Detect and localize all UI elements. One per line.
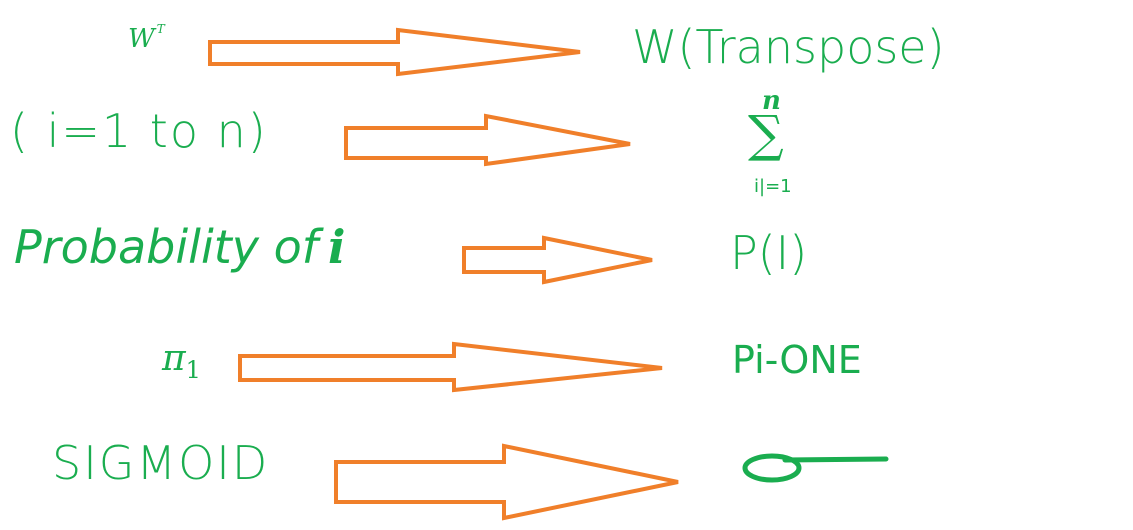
summation-upper-limit: n (762, 86, 781, 116)
summation-lower-limit: i|=1 (754, 176, 792, 197)
sigma-icon: ∑ (748, 105, 784, 163)
summation-symbol: n ∑ i|=1 (748, 86, 808, 206)
arrow-right-icon (344, 113, 631, 167)
sigma-symbol-icon (742, 453, 889, 483)
pi-one-symbol: π1 (162, 338, 201, 384)
arrow-right-icon (238, 341, 663, 393)
arrow-right-icon (208, 27, 581, 77)
sigmoid-text: SIGMOID (52, 436, 270, 490)
summation-range-text: ( i=1 to n) (10, 104, 268, 158)
variable-i: i (327, 220, 346, 274)
w-transpose-meaning: W(Transpose) (632, 20, 945, 74)
probability-notation: P(I) (730, 226, 808, 280)
pi-one-meaning: Pi-ONE (732, 338, 862, 382)
probability-text: Probability of i (14, 220, 346, 274)
arrow-right-icon (462, 235, 653, 285)
arrow-right-icon (334, 443, 679, 521)
